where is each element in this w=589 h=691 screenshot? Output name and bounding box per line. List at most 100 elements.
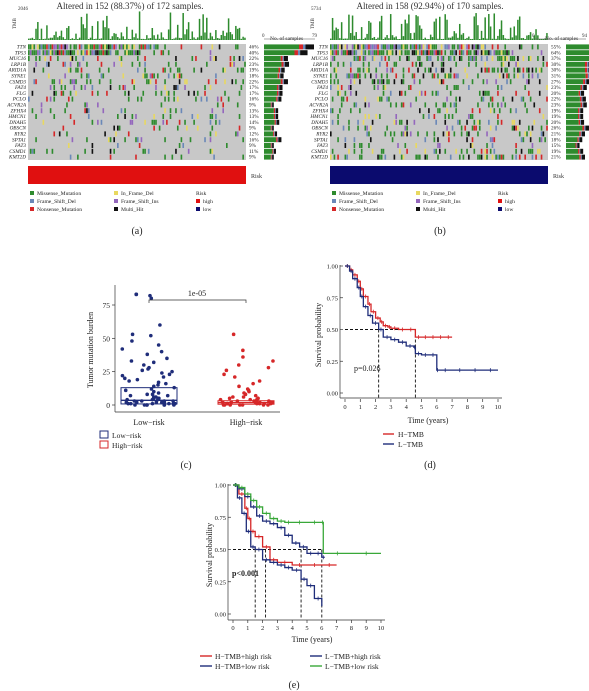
a-mutation-cell [62,125,65,131]
b-mutation-cell [517,56,519,61]
b-mutation-cell [375,73,378,79]
a-mutation-cell [144,61,146,67]
a-tmb-bar [202,14,204,41]
panel-c-point [146,367,150,371]
b-sample-bar-segment [580,119,582,125]
a-tmb-bar [118,38,121,40]
a-mutation-cell [71,96,74,102]
panel-c-point [162,400,167,405]
a-mutation-cell [64,108,66,114]
b-mutation-cell [533,119,536,125]
b-mutation-cell [489,108,492,114]
panel-b-no-samples: No. of samples [545,35,578,42]
b-mutation-cell [406,44,408,50]
a-mutation-cell [42,50,45,56]
a-mutation-cell [224,67,226,73]
a-mutation-cell [95,44,97,50]
b-mutation-cell [431,73,434,79]
b-mutation-cell [364,102,367,108]
a-mutation-cell [149,73,152,79]
a-sample-bar-segment [273,108,276,114]
a-mutation-cell [144,56,146,61]
b-mutation-cell [419,61,421,67]
a-mutation-cell [127,44,130,50]
b-mutation-cell [339,90,341,96]
a-mutation-cell [195,96,197,102]
a-mutation-cell [97,102,99,108]
b-mutation-cell [478,154,481,160]
b-mutation-cell [482,50,485,56]
a-mutation-cell [44,44,46,50]
b-mutation-cell [355,56,358,61]
b-mutation-cell [344,44,347,50]
km-curve [345,265,498,371]
b-mutation-cell [428,56,430,61]
a-tmb-bar [64,38,66,40]
b-mutation-cell [406,119,408,125]
b-mutation-cell [435,90,437,96]
b-mutation-cell [460,56,463,61]
b-mutation-cell [342,96,345,102]
b-tmb-bar [422,38,425,40]
b-mutation-cell [355,90,358,96]
a-mutation-cell [222,108,224,114]
a-mutation-cell [126,44,128,50]
a-tmb-bar [75,33,77,40]
a-tmb-bar [151,28,154,40]
a-mutation-cell [53,79,56,85]
a-tmb-bar [115,33,117,40]
b-mutation-cell [473,50,476,56]
a-mutation-cell [118,56,121,61]
a-sample-bar-segment [264,143,271,148]
a-mutation-cell [107,44,110,50]
b-mutation-cell [528,67,530,73]
b-mutation-cell [486,154,488,160]
b-mutation-cell [380,73,383,79]
b-sample-bar-segment [580,90,582,96]
a-mutation-cell [215,114,217,119]
panel-c-point [167,372,172,377]
a-sample-bar-segment [273,114,276,119]
b-mutation-cell [437,137,439,143]
a-mutation-cell [77,61,79,67]
a-mutation-cell [69,90,72,96]
panel-c-point [127,379,131,383]
a-mutation-cell [107,137,110,143]
b-mutation-cell [337,90,339,96]
panel-c-legend: Low−risk High−risk [99,430,143,450]
b-mutation-cell [495,125,497,131]
b-mutation-cell [388,56,390,61]
panel-c-ylabel: Tumor mutation burden [86,312,95,388]
b-sample-bar-segment [584,61,588,67]
b-mutation-cell [351,44,354,50]
b-mutation-cell [395,44,398,50]
b-mutation-cell [359,79,361,85]
a-mutation-cell [42,44,45,50]
b-mutation-cell [377,85,379,90]
a-mutation-cell [147,44,150,50]
b-sample-bar-segment [579,96,582,102]
b-mutation-cell [489,125,492,131]
a-mutation-cell [28,96,30,102]
a-mutation-cell [131,114,134,119]
b-mutation-cell [435,148,437,154]
a-mutation-cell [49,96,52,102]
b-mutation-cell [466,148,468,154]
b-mutation-cell [422,73,425,79]
a-sample-bar-segment [273,131,275,137]
b-mutation-cell [531,154,534,160]
b-mutation-cell [360,148,363,154]
b-mutation-cell [337,50,339,56]
a-tmb-bar [138,11,141,40]
b-mutation-cell [393,61,396,67]
a-mutation-cell [137,50,139,56]
a-gene-label: TTN [17,45,27,51]
b-mutation-cell [420,90,423,96]
a-mutation-cell [100,50,103,56]
b-mutation-cell [391,67,394,73]
b-mutation-cell [440,50,443,56]
b-mutation-cell [424,154,427,160]
b-mutation-cell [455,108,457,114]
b-sample-bar-segment [577,137,579,143]
b-mutation-cell [429,44,432,50]
